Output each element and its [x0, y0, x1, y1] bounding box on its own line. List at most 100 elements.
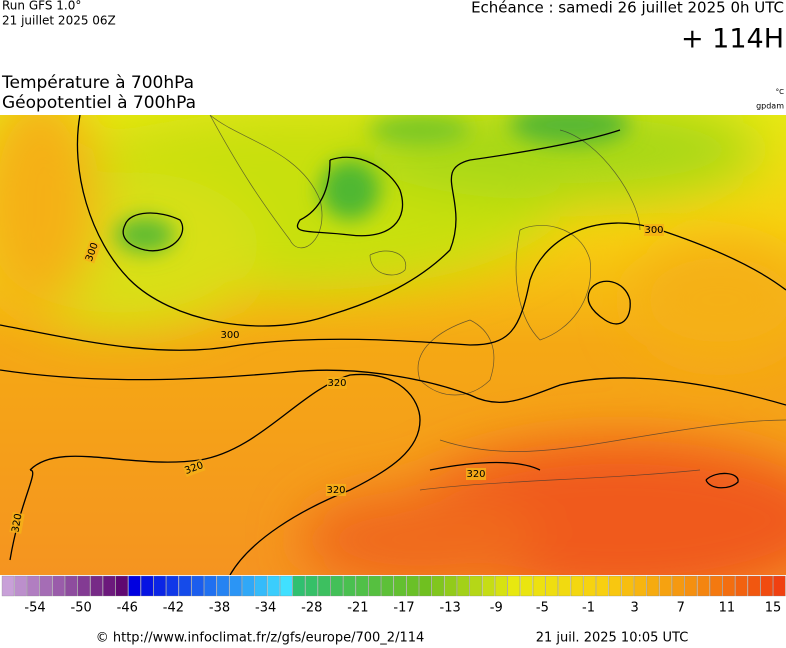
colorbar-swatch: [14, 575, 27, 597]
colorbar-swatch: [697, 575, 710, 597]
colorbar-swatch: [115, 575, 129, 597]
colorbar-swatch: [520, 575, 533, 597]
unit-temperature: °C: [776, 88, 785, 96]
colorbar-swatch: [532, 575, 546, 597]
contour-label-text: 300: [644, 225, 663, 236]
colorbar-swatch: [128, 575, 141, 597]
colorbar-swatch: [507, 575, 521, 597]
colorbar-swatch: [191, 575, 204, 597]
colorbar-swatch: [381, 575, 394, 597]
colorbar-label: -9: [490, 601, 503, 616]
colorbar-swatch: [27, 575, 40, 597]
colorbar-swatch: [545, 575, 558, 597]
colorbar-swatch: [166, 575, 179, 597]
colorbar-swatch: [229, 575, 242, 597]
colorbar-swatch: [77, 575, 91, 597]
colorbar-swatch: [773, 575, 786, 597]
contour-label-text: 320: [10, 513, 24, 534]
contour-label-bg: [82, 240, 102, 264]
colorbar-swatch: [634, 575, 647, 597]
colorbar-swatch: [684, 575, 698, 597]
colorbar-swatch: [1, 575, 15, 597]
colorbar-swatch: [254, 575, 268, 597]
colorbar-swatch: [419, 575, 432, 597]
colorbar-swatch: [608, 575, 622, 597]
colorbar-swatch: [735, 575, 748, 597]
colorbar-swatch: [39, 575, 53, 597]
colorbar-label: -38: [209, 601, 230, 616]
colorbar-swatch: [596, 575, 609, 597]
colorbar-label: -46: [117, 601, 138, 616]
contour-label-text: 300: [220, 330, 239, 341]
colorbar-label: -54: [24, 601, 45, 616]
colorbar-swatch: [431, 575, 445, 597]
colorbar-swatch: [672, 575, 685, 597]
colorbar-swatch: [355, 575, 369, 597]
colorbar-swatch: [242, 575, 255, 597]
contour-label: 300: [644, 224, 664, 236]
colorbar-swatch: [267, 575, 280, 597]
colorbar-swatch: [368, 575, 381, 597]
contour-label-text: 320: [466, 469, 485, 480]
contour-label-bg: [644, 224, 664, 236]
colorbar-swatch: [90, 575, 103, 597]
colorbar-swatch: [52, 575, 65, 597]
contour-label-bg: [220, 329, 240, 341]
colorbar-label: -34: [255, 601, 276, 616]
contour-label: 300: [220, 329, 240, 341]
colorbar-swatch: [178, 575, 192, 597]
title-geopotential: Géopotentiel à 700hPa: [2, 93, 196, 113]
colorbar-swatch: [65, 575, 78, 597]
lead-time: + 114H: [681, 24, 784, 55]
colorbar-swatch: [469, 575, 483, 597]
contour-label-bg: [466, 468, 486, 480]
colorbar-label: -1: [582, 601, 595, 616]
colorbar-swatch: [558, 575, 571, 597]
colorbar-label: -17: [393, 601, 414, 616]
unit-geopotential: gpdam: [756, 102, 784, 111]
colorbar-swatch: [747, 575, 761, 597]
colorbar-swatch: [760, 575, 773, 597]
run-label: Run GFS 1.0°: [2, 0, 81, 13]
contour-label: 320: [326, 484, 346, 496]
contour-label: 320: [9, 512, 25, 534]
colorbar-swatch: [444, 575, 457, 597]
colorbar-swatch: [103, 575, 116, 597]
colorbar-swatch: [646, 575, 660, 597]
colorbar-swatch: [393, 575, 407, 597]
contour-label-bg: [327, 377, 347, 389]
contour-label: 320: [327, 377, 347, 389]
colorbar-swatch: [292, 575, 306, 597]
contours: [0, 115, 786, 575]
title-temperature: Température à 700hPa: [1, 73, 194, 93]
colorbar-swatch: [495, 575, 508, 597]
colorbar-swatch: [457, 575, 470, 597]
colorbar-swatch: [709, 575, 723, 597]
footer-url: © http://www.infoclimat.fr/z/gfs/europe/…: [96, 631, 425, 646]
colorbar-swatch: [204, 575, 217, 597]
colorbar-swatch: [570, 575, 584, 597]
contour-label-text: 320: [326, 485, 345, 496]
colorbar-swatch: [343, 575, 356, 597]
colorbar-swatch: [153, 575, 166, 597]
colorbar-swatch: [216, 575, 230, 597]
run-date: 21 juillet 2025 06Z: [2, 14, 116, 28]
footer-timestamp: 21 juil. 2025 10:05 UTC: [536, 631, 689, 646]
colorbar-label: -50: [71, 601, 92, 616]
contour-label: 320: [466, 468, 486, 480]
colorbar: -54 -50 -46 -42 -38 -34 -28 -21 -17 -13 -9 -5 -1 3 7 11…: [1, 575, 786, 616]
contour-label-bg: [326, 484, 346, 496]
colorbar-label: 11: [719, 601, 736, 616]
colorbar-swatch: [482, 575, 495, 597]
colorbar-label: -13: [440, 601, 461, 616]
colorbar-label: 7: [677, 601, 685, 616]
colorbar-label: -5: [536, 601, 549, 616]
forecast-time: Echéance : samedi 26 juillet 2025 0h UTC: [471, 0, 784, 17]
colorbar-label: -28: [301, 601, 322, 616]
colorbar-swatch: [406, 575, 419, 597]
colorbar-swatch: [330, 575, 343, 597]
colorbar-swatch: [722, 575, 735, 597]
